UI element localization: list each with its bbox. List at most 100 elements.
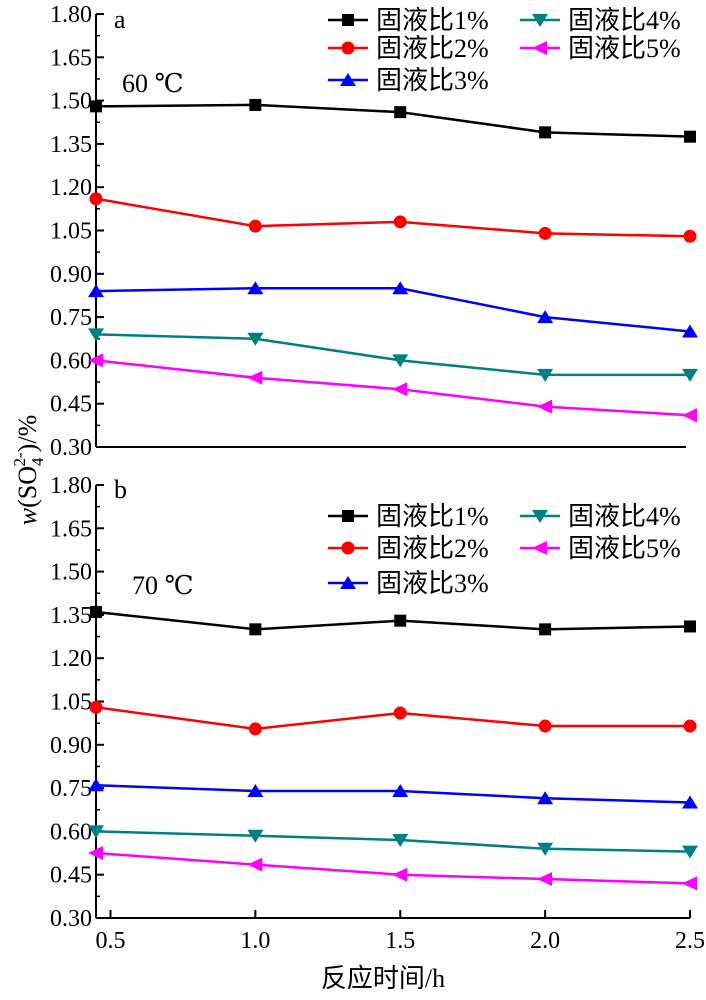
temperature-annotation: 70 ℃ [132, 571, 194, 600]
data-point [392, 783, 409, 797]
y-tick-label: 0.45 [50, 863, 92, 889]
y-tick-label: 1.50 [50, 560, 92, 586]
legend-label: 固液比5% [568, 34, 681, 63]
y-tick-label: 1.20 [50, 175, 92, 201]
legend-label: 固液比1% [376, 6, 489, 35]
y-axis-title-close: )/% [13, 415, 42, 453]
data-point [249, 623, 262, 636]
y-tick-label: 1.05 [50, 219, 92, 245]
legend-marker [532, 41, 547, 55]
y-tick-label: 1.80 [50, 2, 92, 28]
data-point [88, 353, 103, 368]
series-line-2 [95, 706, 690, 731]
temperature-annotation: 60 ℃ [122, 69, 184, 98]
data-point [682, 845, 698, 859]
data-point [247, 783, 264, 797]
x-tick-label: 0.5 [95, 928, 125, 954]
y-tick-label: 0.60 [50, 819, 92, 845]
data-point [88, 846, 103, 861]
data-point [247, 857, 263, 872]
y-tick-label: 1.80 [50, 473, 92, 499]
y-tick-label: 0.75 [50, 305, 92, 331]
y-axis-title-prefix: w [13, 507, 42, 525]
data-point [682, 795, 698, 809]
y-axis-title-sup: 2- [10, 452, 29, 467]
legend-marker [341, 41, 355, 55]
data-point [537, 872, 553, 887]
legend-marker [341, 541, 355, 555]
data-point [89, 192, 103, 206]
data-point [682, 408, 697, 423]
y-axis-title-open: (SO [13, 466, 42, 508]
data-point [90, 100, 102, 113]
y-tick-label: 0.75 [50, 776, 92, 802]
data-point [682, 876, 697, 891]
data-point [248, 722, 262, 736]
data-point [684, 130, 696, 143]
y-tick-label: 1.50 [50, 89, 92, 115]
data-point [248, 219, 262, 233]
data-point [538, 226, 552, 240]
data-point [88, 825, 104, 839]
y-tick-label: 1.20 [50, 646, 92, 672]
series-line-5 [95, 851, 691, 885]
legend-marker [342, 14, 354, 26]
series-line-3 [95, 286, 691, 333]
x-tick-label: 1.5 [385, 928, 415, 954]
legend-marker [340, 576, 356, 589]
x-tick-label: 2.0 [530, 928, 560, 954]
x-tick-label: 1.0 [240, 928, 270, 954]
panel-label: a [114, 5, 126, 34]
data-point [392, 834, 409, 848]
panel-b: 1.80 1.65 1.50 1.35 1.20 1.05 0.90 0.75 0.60 0.45… [50, 473, 698, 932]
data-point [537, 842, 554, 856]
data-point [394, 106, 407, 119]
y-tick-label: 1.65 [50, 516, 92, 542]
x-axis-title: 反应时间/h [321, 964, 445, 993]
data-point [392, 382, 408, 397]
series-line-1 [95, 103, 691, 138]
data-point [682, 368, 698, 382]
data-point [393, 215, 407, 229]
legend-marker [532, 510, 548, 523]
y-tick-label: 1.05 [50, 690, 92, 716]
data-point [393, 706, 407, 720]
panel-a: 1.80 1.65 1.50 1.35 1.20 1.05 0.90 0.75 0.60 0.45… [50, 2, 698, 461]
y-tick-label: 1.35 [50, 132, 92, 158]
data-point [394, 614, 407, 627]
series-line-2 [95, 197, 691, 238]
data-point [684, 620, 696, 633]
legend-marker [532, 541, 547, 555]
x-tick-label: 2.5 [675, 928, 705, 954]
series-line-5 [95, 359, 691, 417]
data-point [392, 281, 409, 295]
y-axis-title-sub: 4 [28, 457, 47, 466]
legend-label: 固液比4% [568, 502, 681, 531]
legend-label: 固液比5% [568, 534, 681, 563]
legend-label: 固液比2% [376, 534, 489, 563]
data-point [683, 229, 697, 243]
data-point [247, 370, 263, 385]
data-point [539, 623, 552, 636]
legend-marker [340, 73, 356, 86]
data-point [538, 719, 552, 733]
data-point [539, 126, 552, 139]
data-point [392, 354, 409, 368]
data-point [537, 310, 554, 324]
data-point [683, 719, 697, 733]
y-tick-label: 0.90 [50, 262, 92, 288]
data-point [247, 829, 264, 843]
data-point [537, 368, 554, 382]
data-point [88, 778, 104, 792]
y-tick-label: 1.35 [50, 603, 92, 629]
y-tick-label: 0.60 [50, 348, 92, 374]
data-point [249, 98, 262, 111]
y-tick-label: 1.65 [50, 45, 92, 71]
data-point [682, 324, 698, 338]
legend-label: 固液比3% [376, 66, 489, 95]
x-axis: 0.5 1.0 1.5 2.0 2.5 [95, 910, 705, 954]
data-point [392, 867, 408, 882]
data-point [88, 328, 104, 342]
legend-marker [342, 510, 354, 522]
